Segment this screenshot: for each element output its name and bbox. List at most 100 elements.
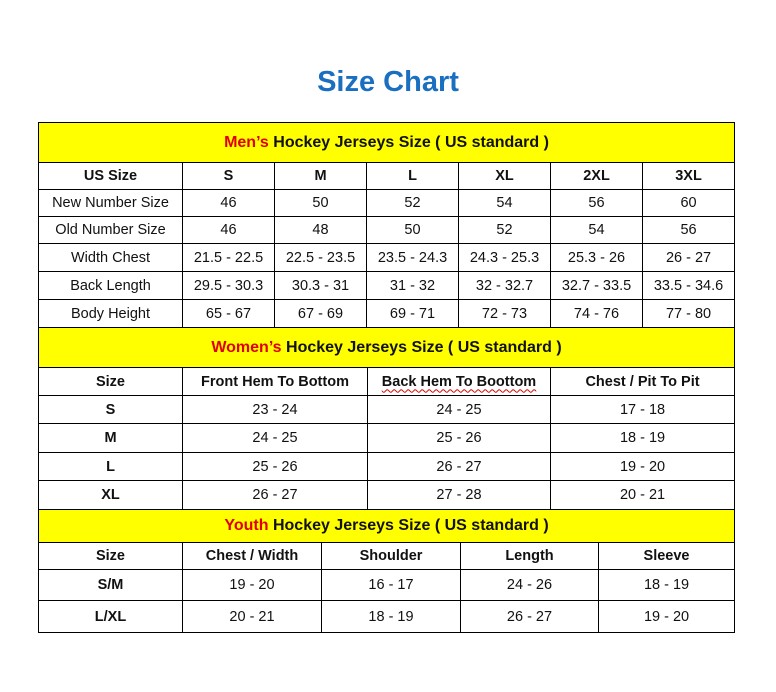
table-cell: 27 - 28 (367, 480, 551, 510)
table-cell: 29.5 - 30.3 (182, 271, 275, 300)
column-header: Back Hem To Boottom (367, 367, 551, 396)
table-cell: 16 - 17 (321, 569, 461, 601)
women-size-table: Women’s Hockey Jerseys Size ( US standar… (37, 327, 736, 510)
women-title-highlight: Women’s (211, 338, 282, 356)
table-row: Body Height 65 - 67 67 - 69 69 - 71 72 - 73 7… (38, 299, 736, 328)
table-cell: 74 - 76 (550, 299, 643, 328)
table-cell: 67 - 69 (274, 299, 367, 328)
youth-section-title: Youth Hockey Jerseys Size ( US standard … (37, 509, 736, 543)
column-header: US Size (38, 162, 183, 190)
table-cell: 18 - 19 (597, 569, 736, 601)
column-header: Chest / Width (182, 542, 322, 570)
table-cell: 24.3 - 25.3 (458, 243, 551, 272)
table-cell: 32 - 32.7 (458, 271, 551, 300)
table-cell: 19 - 20 (549, 452, 736, 481)
men-section-title: Men’s Hockey Jerseys Size ( US standard … (37, 122, 736, 163)
table-cell: 19 - 20 (597, 600, 736, 633)
table-cell: 22.5 - 23.5 (274, 243, 367, 272)
table-cell: 17 - 18 (549, 395, 736, 424)
table-cell: 50 (366, 216, 459, 244)
men-title-highlight: Men’s (224, 133, 269, 151)
women-header-row: Size Front Hem To Bottom Back Hem To Boott… (38, 367, 736, 396)
table-row: XL 26 - 27 27 - 28 20 - 21 (38, 480, 736, 510)
table-row: Old Number Size 46 48 50 52 54 56 (38, 216, 736, 244)
table-cell: 30.3 - 31 (274, 271, 367, 300)
table-cell: 52 (458, 216, 551, 244)
table-cell: Body Height (38, 299, 183, 328)
column-header: M (274, 162, 367, 190)
table-row: Width Chest 21.5 - 22.5 22.5 - 23.5 23.5 - … (38, 243, 736, 272)
table-cell: 46 (182, 189, 275, 217)
table-cell: Back Length (38, 271, 183, 300)
table-row: S 23 - 24 24 - 25 17 - 18 (38, 395, 736, 424)
table-row: M 24 - 25 25 - 26 18 - 19 (38, 423, 736, 453)
table-cell: 20 - 21 (549, 480, 736, 510)
youth-title-highlight: Youth (224, 517, 269, 534)
table-cell: L/XL (38, 600, 183, 633)
table-cell: L (38, 452, 183, 481)
table-row: L/XL 20 - 21 18 - 19 26 - 27 19 - 20 (38, 600, 736, 633)
youth-header-row: Size Chest / Width Shoulder Length Sleeve (38, 542, 736, 570)
youth-title-text: Hockey Jerseys Size ( US standard ) (268, 517, 549, 534)
table-cell: Old Number Size (38, 216, 183, 244)
table-cell: 26 - 27 (460, 600, 599, 633)
table-cell: M (38, 423, 183, 453)
women-section-title: Women’s Hockey Jerseys Size ( US standar… (37, 327, 736, 368)
table-cell: 20 - 21 (182, 600, 322, 633)
table-cell: 25 - 26 (367, 423, 551, 453)
youth-title-row: Youth Hockey Jerseys Size ( US standard … (37, 509, 736, 543)
table-cell: 72 - 73 (458, 299, 551, 328)
column-header: Size (38, 542, 183, 570)
column-header: Chest / Pit To Pit (549, 367, 736, 396)
table-cell: S/M (38, 569, 183, 601)
table-cell: 54 (458, 189, 551, 217)
table-cell: 23 - 24 (182, 395, 368, 424)
table-cell: 18 - 19 (549, 423, 736, 453)
men-header-row: US Size S M L XL 2XL 3XL (38, 162, 736, 190)
table-cell: 77 - 80 (641, 299, 736, 328)
table-row: New Number Size 46 50 52 54 56 60 (38, 189, 736, 217)
column-header: Size (38, 367, 183, 396)
women-title-row: Women’s Hockey Jerseys Size ( US standar… (37, 327, 736, 368)
table-row: Back Length 29.5 - 30.3 30.3 - 31 31 - 32 32… (38, 271, 736, 300)
table-cell: 60 (641, 189, 736, 217)
women-title-text: Hockey Jerseys Size ( US standard ) (281, 338, 562, 356)
table-cell: 18 - 19 (321, 600, 461, 633)
table-cell: 25.3 - 26 (550, 243, 643, 272)
table-row: S/M 19 - 20 16 - 17 24 - 26 18 - 19 (38, 569, 736, 601)
column-header: S (182, 162, 275, 190)
table-cell: 56 (550, 189, 643, 217)
table-cell: 26 - 27 (367, 452, 551, 481)
table-cell: 24 - 25 (182, 423, 368, 453)
table-cell: 48 (274, 216, 367, 244)
table-cell: 56 (641, 216, 736, 244)
table-cell: 26 - 27 (641, 243, 736, 272)
table-cell: 32.7 - 33.5 (550, 271, 643, 300)
table-cell: 24 - 26 (460, 569, 599, 601)
men-title-row: Men’s Hockey Jerseys Size ( US standard … (37, 122, 736, 163)
column-header: 2XL (550, 162, 643, 190)
column-header: L (366, 162, 459, 190)
column-header: Sleeve (597, 542, 736, 570)
table-cell: XL (38, 480, 183, 510)
table-cell: 33.5 - 34.6 (641, 271, 736, 300)
table-cell: 26 - 27 (182, 480, 368, 510)
table-cell: 46 (182, 216, 275, 244)
column-header: Front Hem To Bottom (182, 367, 368, 396)
table-cell: 52 (366, 189, 459, 217)
column-header: Length (460, 542, 599, 570)
table-cell: S (38, 395, 183, 424)
table-cell: 31 - 32 (366, 271, 459, 300)
table-cell: Width Chest (38, 243, 183, 272)
table-row: L 25 - 26 26 - 27 19 - 20 (38, 452, 736, 481)
column-header: 3XL (641, 162, 736, 190)
table-cell: 65 - 67 (182, 299, 275, 328)
table-cell: 23.5 - 24.3 (366, 243, 459, 272)
table-cell: 50 (274, 189, 367, 217)
table-cell: 21.5 - 22.5 (182, 243, 275, 272)
men-title-text: Hockey Jerseys Size ( US standard ) (268, 133, 549, 151)
page-title: Size Chart (317, 66, 459, 98)
table-cell: 69 - 71 (366, 299, 459, 328)
table-cell: 24 - 25 (367, 395, 551, 424)
column-header: XL (458, 162, 551, 190)
